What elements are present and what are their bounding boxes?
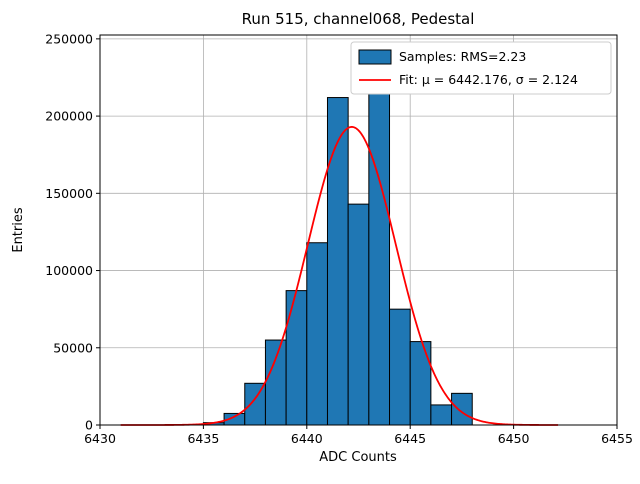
legend: Samples: RMS=2.23 Fit: μ = 6442.176, σ =… — [350, 41, 612, 95]
histogram-bar — [451, 392, 473, 426]
x-axis-label: ADC Counts — [319, 450, 397, 465]
x-tick-label: 6435 — [187, 431, 219, 446]
x-tick-label: 6430 — [84, 431, 116, 446]
y-tick-label: 150000 — [45, 186, 93, 201]
y-tick-label: 250000 — [45, 31, 93, 46]
histogram-bar — [306, 242, 328, 426]
legend-fit-label: Fit: μ = 6442.176, σ = 2.124 — [399, 72, 578, 87]
histogram-bar — [244, 382, 266, 426]
histogram-bar — [264, 339, 287, 426]
axes-frame — [99, 34, 618, 426]
histogram-bar — [285, 290, 308, 426]
histogram-bar — [347, 203, 370, 426]
y-tick-label: 200000 — [45, 109, 93, 124]
legend-samples-label: Samples: RMS=2.23 — [399, 49, 526, 64]
y-tick-label: 100000 — [45, 263, 93, 278]
histogram-bar — [389, 308, 411, 426]
chart-title: Run 515, channel068, Pedestal — [242, 10, 475, 28]
y-axis-label: Entries — [11, 207, 26, 253]
x-tick-label: 6455 — [601, 431, 633, 446]
legend-samples-swatch — [358, 49, 392, 65]
y-tick-label: 0 — [85, 418, 93, 433]
legend-box — [350, 41, 612, 95]
axis-ticks: 6430 6435 6440 6445 6450 6455 0 50000 100000 1500… — [45, 31, 633, 446]
histogram-bar — [326, 97, 349, 426]
histogram-bar — [430, 404, 453, 426]
y-tick-label: 50000 — [53, 340, 93, 355]
x-tick-label: 6450 — [498, 431, 530, 446]
histogram-bars — [202, 87, 473, 426]
x-tick-label: 6440 — [291, 431, 323, 446]
histogram-bar — [409, 341, 432, 426]
x-tick-label: 6445 — [394, 431, 426, 446]
histogram-bar — [368, 87, 391, 426]
